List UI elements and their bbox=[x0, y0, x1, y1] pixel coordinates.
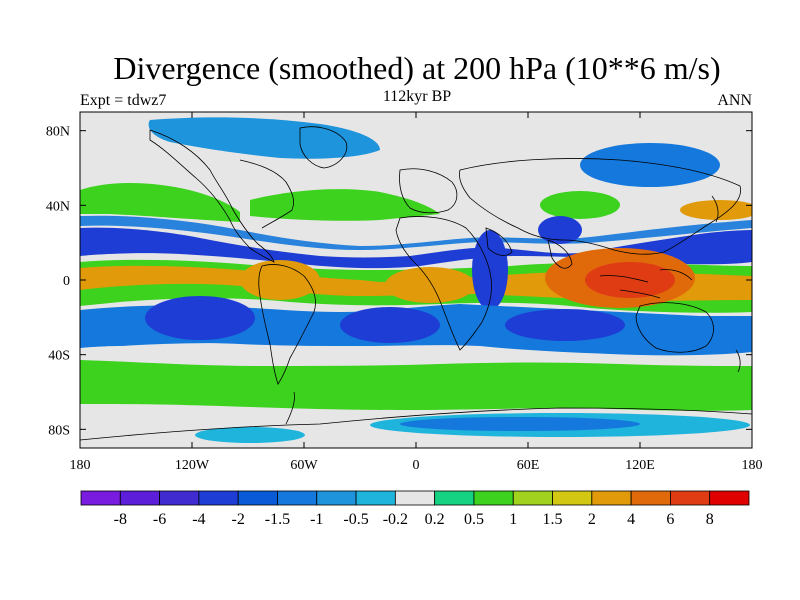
coastline-north-america-east bbox=[239, 159, 294, 229]
colorbar-swatch bbox=[670, 490, 711, 506]
colorbar-swatch bbox=[159, 490, 200, 506]
colorbar-swatch bbox=[591, 490, 632, 506]
coastline-asia bbox=[459, 158, 741, 255]
contour-antarctic-convergence-3 bbox=[400, 417, 640, 431]
colorbar-label: 0.2 bbox=[425, 511, 445, 528]
contour-south-pacific-convergence-core bbox=[145, 296, 255, 340]
y-tick-label: 40N bbox=[46, 199, 70, 214]
coastline-africa bbox=[395, 216, 492, 351]
x-tick-label: 180 bbox=[70, 458, 91, 473]
coastline-australia bbox=[635, 302, 714, 353]
colorbar-swatch bbox=[434, 490, 475, 506]
contour-south-indian-convergence-core bbox=[505, 309, 625, 341]
colorbar-label: -2 bbox=[232, 511, 245, 528]
contour-tibet-convergence bbox=[538, 216, 582, 244]
colorbar-label: 8 bbox=[706, 511, 714, 528]
page-title: Divergence (smoothed) at 200 hPa (10**6 … bbox=[113, 50, 721, 86]
contour-band-north-subtropical-edge bbox=[80, 215, 752, 250]
map-field bbox=[80, 112, 752, 448]
coastline-japan bbox=[711, 195, 719, 223]
season-label: ANN bbox=[717, 92, 752, 109]
colorbar-label: 0.5 bbox=[464, 511, 484, 528]
coastline-greenland bbox=[299, 126, 348, 169]
experiment-label: Expt = tdwz7 bbox=[80, 92, 167, 109]
coastline-new-zealand bbox=[735, 349, 741, 373]
colorbar-swatch bbox=[394, 490, 436, 506]
coastline-antarctica bbox=[80, 407, 752, 441]
colorbar-label: 1 bbox=[509, 511, 517, 528]
contour-band-southern-midlatitude bbox=[80, 360, 752, 411]
contour-south-america-divergence bbox=[240, 260, 320, 300]
colorbar-swatch bbox=[512, 490, 553, 506]
coastline-antarctic-peninsula bbox=[285, 391, 295, 425]
colorbar-swatch bbox=[630, 490, 671, 506]
colorbar-label: -6 bbox=[153, 511, 166, 528]
x-tick-label: 0 bbox=[413, 458, 420, 473]
colorbar-label: -1 bbox=[310, 511, 323, 528]
colorbar-swatch bbox=[198, 490, 239, 506]
contour-maritime-divergence-inner bbox=[585, 262, 675, 298]
contour-asia-divergence bbox=[540, 191, 620, 219]
x-tick-label: 120E bbox=[625, 458, 655, 473]
contour-africa-divergence bbox=[385, 267, 475, 303]
contour-antarctic-convergence-1 bbox=[195, 427, 305, 443]
x-tick-label: 180 bbox=[742, 458, 763, 473]
page-subtitle: 112kyr BP bbox=[382, 88, 452, 105]
colorbar-label: 4 bbox=[627, 511, 635, 528]
coastline-india bbox=[547, 239, 573, 269]
coastline-europe bbox=[399, 168, 458, 214]
contour-north-atlantic-divergence bbox=[250, 189, 440, 221]
coastline-indonesia bbox=[599, 269, 693, 299]
colorbar-label: -0.2 bbox=[383, 511, 408, 528]
colorbar-label: -0.5 bbox=[343, 511, 368, 528]
contour-band-north-subtropical-convergence bbox=[80, 227, 752, 269]
contour-north-pacific-divergence bbox=[80, 183, 240, 222]
x-axis: 180 120W 60W 0 60E 120E 180 bbox=[70, 112, 763, 473]
y-tick-label: 0 bbox=[63, 274, 70, 289]
colorbar: -8 -6 -4 -2 -1.5 -1 -0.5 -0.2 0.2 0.5 1 1.5 2 4 6 8 bbox=[80, 490, 750, 528]
x-tick-label: 60W bbox=[290, 458, 318, 473]
contour-east-africa-convergence bbox=[472, 230, 508, 310]
colorbar-label: 1.5 bbox=[543, 511, 563, 528]
coastline-arabia bbox=[485, 227, 513, 256]
colorbar-label: 6 bbox=[666, 511, 674, 528]
colorbar-swatch bbox=[80, 490, 121, 506]
colorbar-label: -4 bbox=[192, 511, 205, 528]
colorbar-label: 2 bbox=[588, 511, 596, 528]
y-axis: 80N 40N 0 40S 80S bbox=[46, 125, 752, 438]
colorbar-swatch bbox=[473, 490, 514, 506]
contour-siberia-convergence bbox=[580, 143, 720, 187]
y-tick-label: 40S bbox=[48, 349, 70, 364]
coastline-north-america bbox=[149, 129, 275, 263]
colorbar-label: -8 bbox=[114, 511, 127, 528]
colorbar-swatch bbox=[119, 490, 160, 506]
contour-south-atlantic-convergence-core bbox=[340, 307, 440, 343]
y-tick-label: 80S bbox=[48, 423, 70, 438]
x-tick-label: 120W bbox=[175, 458, 210, 473]
colorbar-swatch bbox=[552, 490, 593, 506]
colorbar-swatch bbox=[355, 490, 396, 506]
x-tick-label: 60E bbox=[517, 458, 540, 473]
colorbar-label: -1.5 bbox=[265, 511, 290, 528]
y-tick-label: 80N bbox=[46, 125, 70, 140]
coastline-south-america bbox=[258, 264, 316, 385]
coastlines bbox=[80, 126, 752, 441]
colorbar-swatch bbox=[316, 490, 357, 506]
colorbar-swatch bbox=[709, 490, 750, 506]
colorbar-swatch bbox=[237, 490, 278, 506]
colorbar-swatch bbox=[277, 490, 318, 506]
